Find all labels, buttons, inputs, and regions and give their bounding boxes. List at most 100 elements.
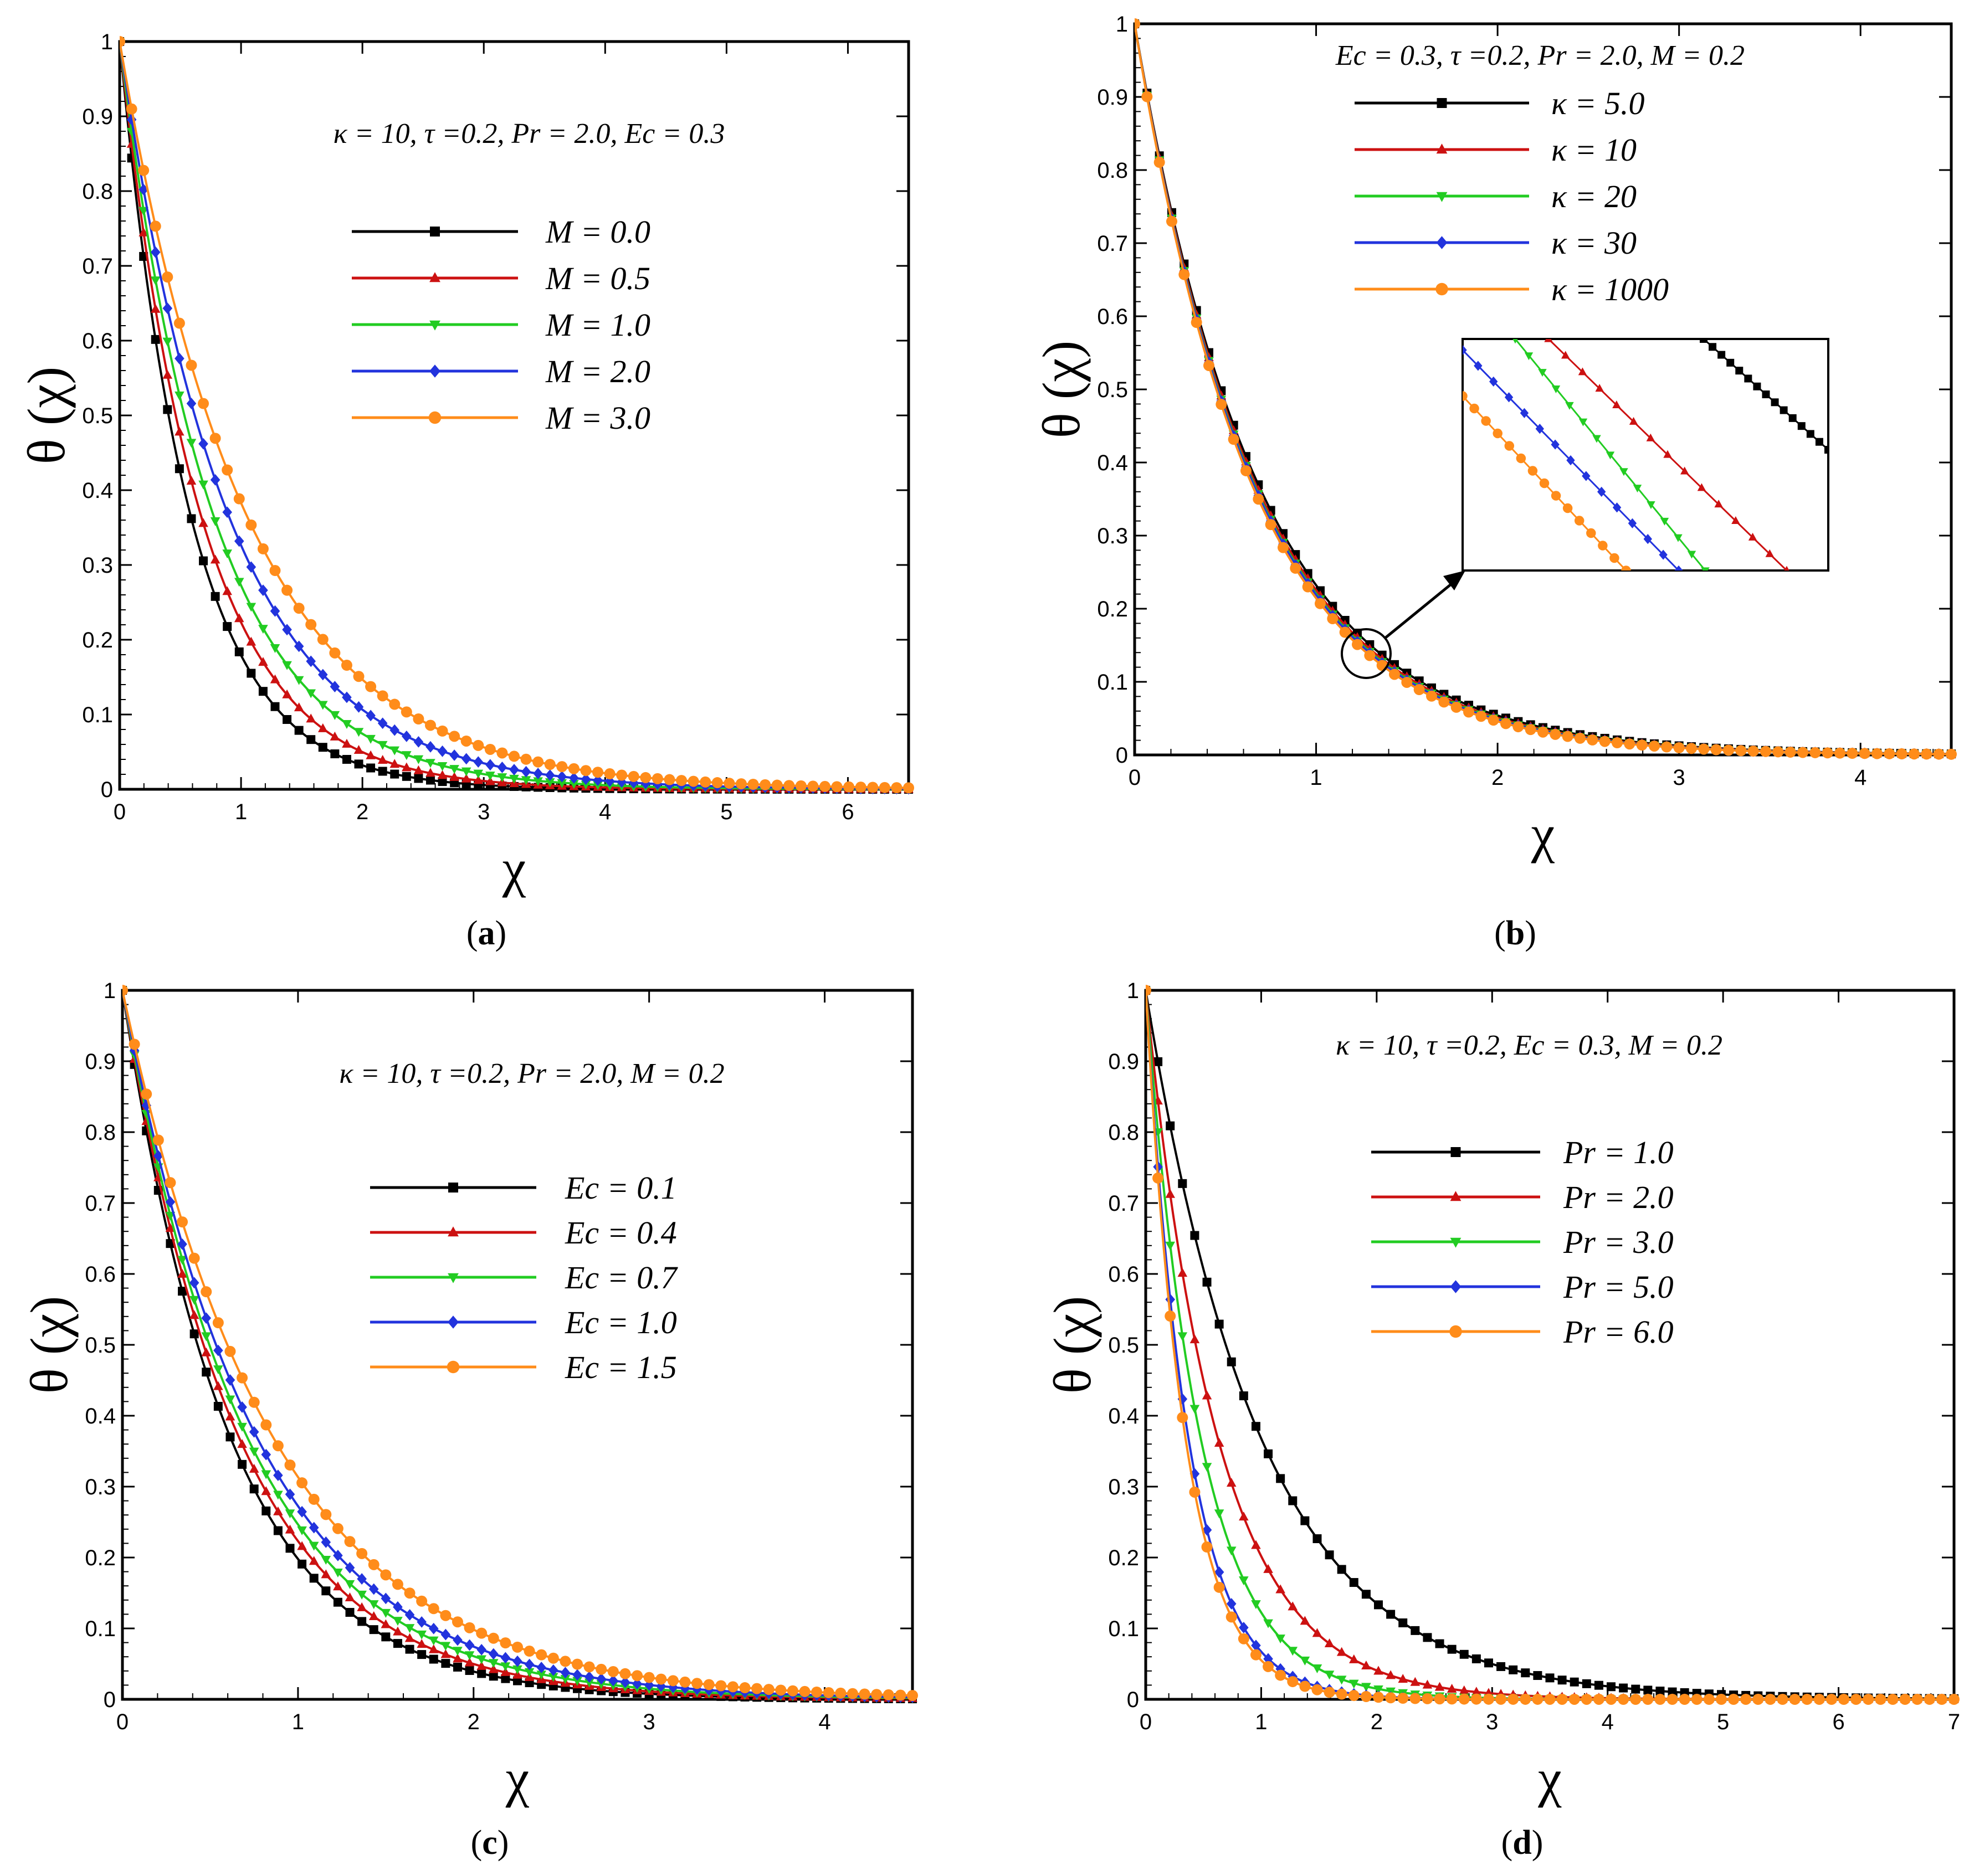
data-point — [1327, 613, 1339, 624]
y-tick-label: 0.7 — [82, 254, 113, 279]
inset-point — [1633, 485, 1642, 493]
legend-item: Ec = 0.4 — [370, 1215, 677, 1251]
data-point — [1760, 746, 1771, 757]
data-point — [342, 738, 352, 748]
data-point — [1789, 1694, 1801, 1705]
inset-series-κ = 5.0 — [1700, 339, 1828, 454]
panel-caption: (d) — [1501, 1824, 1543, 1862]
data-point — [1507, 1693, 1519, 1705]
inset-point — [1771, 398, 1779, 407]
data-point — [831, 781, 843, 793]
data-point — [1426, 690, 1437, 702]
data-point — [333, 1581, 343, 1591]
data-point — [189, 1277, 199, 1289]
inset-point — [1700, 339, 1707, 343]
data-point — [1875, 1694, 1886, 1705]
data-point — [177, 1256, 187, 1265]
data-point — [1673, 742, 1685, 753]
caption-letter: a — [478, 914, 495, 952]
data-point — [632, 1678, 642, 1690]
data-point — [187, 514, 196, 523]
inset-point — [1621, 566, 1631, 570]
data-point — [1438, 696, 1450, 708]
data-point — [1336, 1647, 1347, 1656]
legend-marker — [429, 320, 440, 331]
data-point — [153, 1150, 163, 1162]
data-point — [1364, 650, 1376, 661]
data-point — [1352, 639, 1363, 650]
series-line — [120, 41, 909, 790]
inset-point — [1701, 567, 1710, 570]
data-point — [381, 1619, 391, 1628]
data-point — [453, 1634, 463, 1646]
data-point — [1557, 1675, 1567, 1685]
data-point — [500, 1637, 511, 1649]
data-point — [201, 1347, 212, 1356]
data-point — [245, 519, 257, 531]
y-tick-label: 0.7 — [1108, 1191, 1139, 1216]
y-tick-label: 0.9 — [1097, 85, 1128, 110]
inset-point — [1493, 428, 1503, 439]
data-point — [389, 746, 400, 755]
data-point — [1239, 1622, 1249, 1633]
data-point — [282, 624, 292, 636]
data-point — [1141, 91, 1153, 102]
data-point — [234, 647, 244, 656]
legend-item: M = 1.0 — [352, 307, 650, 343]
data-point — [500, 1652, 511, 1664]
data-point — [488, 1659, 499, 1668]
data-point — [465, 1666, 474, 1675]
data-point — [581, 773, 591, 785]
inset-point — [1551, 439, 1560, 450]
data-point — [186, 398, 197, 409]
data-point — [1655, 1687, 1665, 1696]
inset-point — [1660, 517, 1669, 526]
data-point — [1165, 1241, 1176, 1251]
x-tick-label: 2 — [356, 800, 368, 824]
inset-point — [1687, 551, 1696, 559]
data-point — [1636, 739, 1648, 751]
data-point — [711, 777, 723, 789]
inset-point — [1731, 516, 1740, 525]
series-M = 2.0 — [120, 35, 914, 795]
data-point — [425, 741, 435, 753]
data-point — [1153, 1057, 1163, 1066]
data-point — [281, 584, 293, 596]
data-point — [524, 1668, 535, 1677]
series-M = 3.0 — [120, 36, 914, 794]
data-point — [449, 749, 459, 761]
plot-area — [1135, 18, 1957, 760]
data-point — [413, 736, 424, 748]
data-point — [1587, 734, 1598, 746]
legend-label: κ = 30 — [1551, 225, 1637, 261]
legend-marker — [429, 364, 440, 378]
data-point — [453, 1662, 462, 1672]
data-point — [258, 625, 268, 634]
data-point — [321, 1555, 331, 1565]
data-point — [282, 661, 292, 670]
data-point — [464, 1639, 475, 1651]
legend-label: M = 2.0 — [545, 353, 650, 389]
data-point — [369, 1625, 378, 1635]
data-point — [152, 1134, 164, 1146]
data-point — [664, 774, 675, 785]
data-point — [879, 782, 890, 793]
legend-marker — [1436, 143, 1448, 154]
inset-point — [1646, 433, 1655, 441]
data-point — [1146, 985, 1151, 996]
inset-point — [1815, 438, 1823, 446]
data-point — [237, 1439, 247, 1448]
data-point — [234, 535, 244, 547]
data-point — [402, 751, 412, 760]
y-tick-label: 0.9 — [1108, 1050, 1139, 1074]
series-Ec = 0.7 — [122, 986, 917, 1704]
data-point — [1679, 1693, 1690, 1705]
data-point — [464, 1622, 475, 1633]
legend-item: Ec = 1.5 — [370, 1349, 677, 1385]
data-point — [1447, 1684, 1457, 1693]
data-point — [150, 246, 161, 258]
data-point — [1484, 1658, 1493, 1668]
x-tick-label: 4 — [599, 800, 611, 824]
data-point — [1401, 676, 1413, 688]
data-point — [1214, 1319, 1224, 1329]
